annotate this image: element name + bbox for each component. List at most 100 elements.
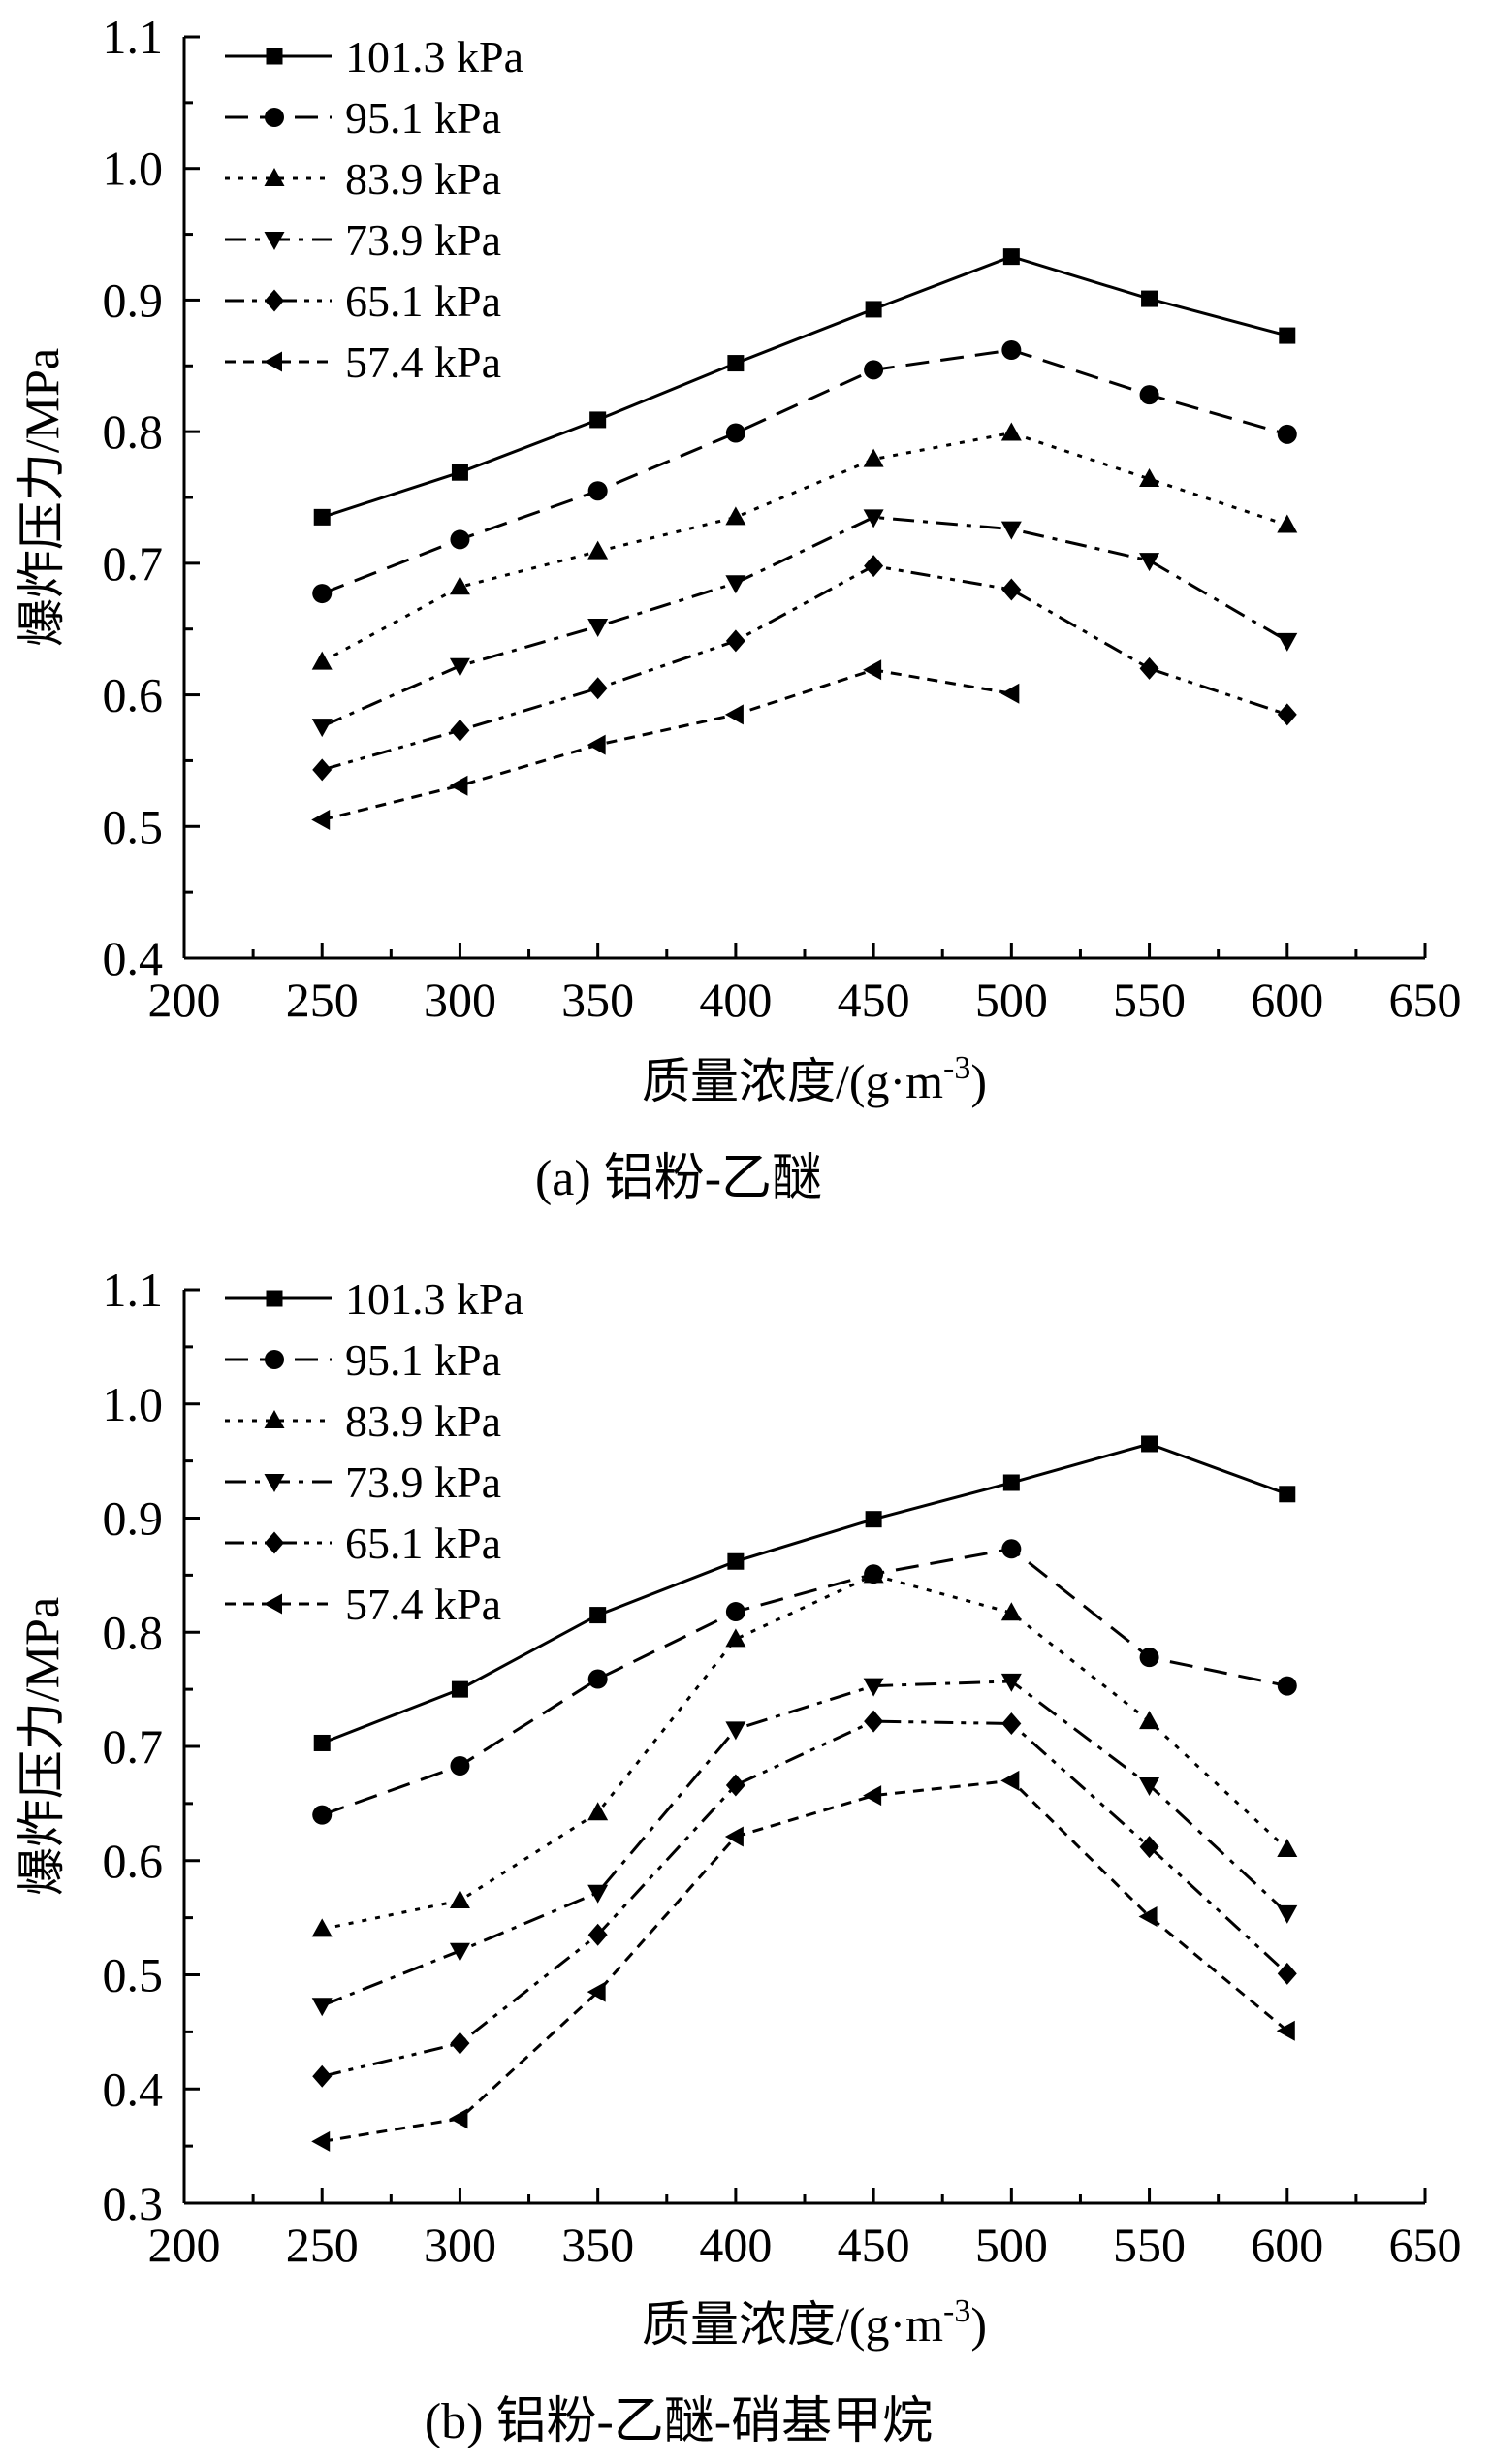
data-point: [863, 1564, 884, 1584]
data-point: [449, 576, 470, 595]
data-point: [1139, 1648, 1159, 1668]
data-point: [725, 575, 746, 594]
data-point: [724, 704, 744, 725]
series-line: [321, 1547, 1288, 1817]
series-2: [312, 1539, 1297, 1825]
data-point: [587, 540, 609, 560]
data-point: [1000, 1673, 1022, 1692]
legend-label: 73.9 kPa: [345, 1457, 501, 1507]
legend-marker: [265, 1350, 284, 1369]
data-point: [864, 360, 884, 380]
x-tick-label: 200: [148, 973, 221, 1027]
data-point: [1139, 1836, 1159, 1859]
data-point: [587, 1802, 609, 1821]
data-point: [863, 448, 884, 467]
legend-marker: [264, 351, 282, 372]
y-tick-label: 0.6: [103, 1834, 164, 1888]
data-point: [727, 355, 745, 372]
y-axis-title-wrap: 爆炸压力/MPa: [15, 348, 69, 647]
x-tick-label: 200: [148, 2218, 221, 2272]
x-tick-label: 450: [838, 2218, 910, 2272]
data-point: [725, 1774, 746, 1797]
data-point: [1279, 327, 1296, 344]
y-tick-label: 1.1: [103, 1263, 164, 1317]
legend-label: 95.1 kPa: [345, 1335, 501, 1385]
x-tick-label: 300: [424, 2218, 496, 2272]
y-tick-label: 1.0: [103, 1377, 164, 1431]
x-tick-label: 600: [1251, 973, 1323, 1027]
data-point: [449, 2108, 468, 2129]
y-axis-title-wrap: 爆炸压力/MPa: [15, 1597, 69, 1896]
data-point: [311, 2130, 331, 2152]
x-tick-label: 250: [286, 2218, 359, 2272]
legend-label: 65.1 kPa: [345, 276, 501, 326]
series-line: [321, 255, 1288, 519]
data-point: [312, 2064, 333, 2088]
data-point: [1001, 1539, 1022, 1559]
legend-marker: [266, 1290, 283, 1307]
series-3: [311, 1564, 1298, 1937]
chart-caption: (b) 铝粉-乙醚-硝基甲烷: [425, 2394, 933, 2449]
legend-label: 65.1 kPa: [345, 1519, 501, 1568]
data-point: [312, 584, 333, 604]
data-point: [1277, 1904, 1298, 1924]
x-tick-label: 350: [561, 2218, 634, 2272]
legend-label: 83.9 kPa: [345, 1396, 501, 1446]
legend-marker: [265, 1531, 284, 1554]
x-tick-label: 500: [975, 973, 1048, 1027]
legend-marker: [264, 1593, 282, 1615]
data-point: [311, 1918, 333, 1937]
y-tick-label: 0.7: [103, 536, 164, 591]
data-point: [312, 758, 333, 782]
series-3: [311, 422, 1298, 670]
legend-label: 57.4 kPa: [345, 337, 501, 387]
chart-caption: (a) 铝粉-乙醚: [535, 1151, 822, 1206]
x-tick-label: 650: [1389, 2218, 1462, 2272]
y-tick-label: 1.0: [103, 142, 164, 196]
data-point: [725, 1628, 746, 1648]
series-line: [321, 348, 1288, 595]
legend-marker: [264, 232, 285, 250]
x-axis-title: 质量浓度/(g·m-3): [642, 1050, 987, 1108]
data-point: [451, 1680, 468, 1698]
data-point: [1139, 553, 1160, 572]
series-6: [311, 659, 1020, 830]
y-axis-title: 爆炸压力/MPa: [15, 1597, 69, 1896]
data-point: [865, 301, 882, 318]
series-6: [311, 1770, 1295, 2152]
data-point: [1000, 1602, 1022, 1621]
data-point: [589, 411, 607, 429]
legend: 101.3 kPa 95.1 kPa 83.9 kPa 73.9 kPa 65.1 kP…: [225, 1274, 523, 1629]
series-line: [321, 1719, 1288, 2078]
data-point: [450, 1756, 470, 1776]
legend-marker: [265, 289, 284, 312]
x-tick-label: 500: [975, 2218, 1048, 2272]
data-point: [1277, 703, 1297, 726]
data-point: [587, 1981, 606, 2002]
data-point: [1277, 1962, 1297, 1985]
y-tick-label: 0.9: [103, 1491, 164, 1546]
data-point: [725, 1602, 746, 1622]
data-point: [589, 1607, 607, 1624]
series-line: [321, 668, 1012, 821]
data-point: [449, 1889, 470, 1908]
data-point: [311, 1998, 333, 2017]
legend-marker: [264, 1410, 285, 1428]
data-point: [449, 775, 468, 796]
data-point: [1141, 1435, 1158, 1453]
data-point: [725, 506, 746, 526]
data-point: [1277, 632, 1298, 652]
data-point: [587, 619, 609, 637]
data-point: [1000, 1770, 1020, 1791]
legend-marker: [264, 168, 285, 186]
y-tick-label: 0.5: [103, 799, 164, 853]
series-line: [321, 515, 1288, 728]
data-point: [1139, 1711, 1160, 1730]
data-point: [311, 651, 333, 670]
data-point: [313, 1734, 331, 1751]
data-point: [450, 529, 470, 550]
x-tick-label: 550: [1113, 2218, 1186, 2272]
data-point: [1141, 290, 1158, 307]
series-1: [313, 248, 1296, 526]
data-point: [725, 423, 746, 443]
